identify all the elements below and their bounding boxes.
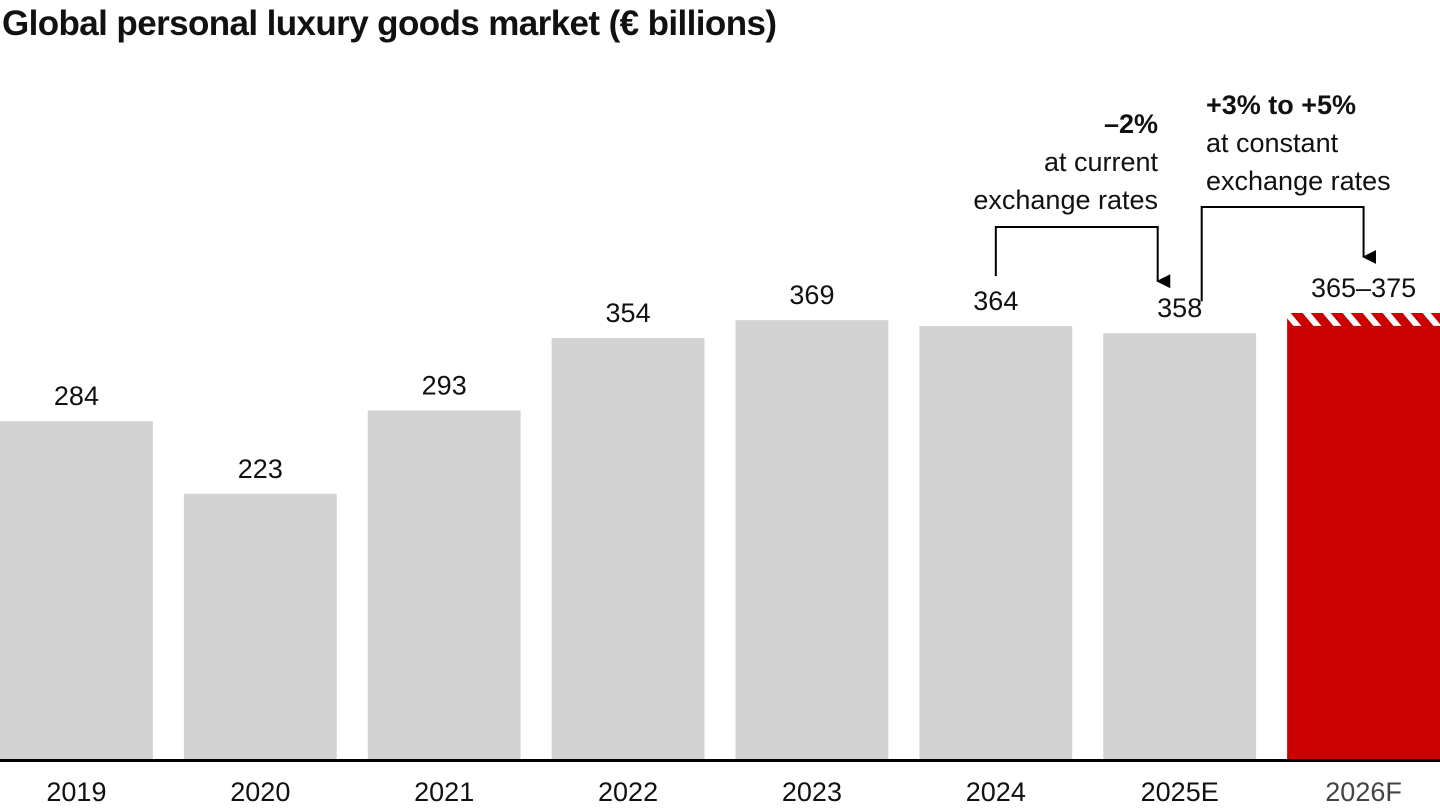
value-label-2025e: 358 [1157,293,1202,323]
value-label-2026f: 365–375 [1311,273,1416,303]
bar-range-hatch-2026f [1287,313,1440,326]
annotation-text-1-1: at current [1044,147,1159,177]
annotation-headline-1: –2% [1104,109,1158,139]
bar-2021 [367,410,521,759]
bar-2019 [0,421,153,759]
value-label-2019: 284 [54,381,99,411]
bar-2026f [1287,324,1440,759]
value-label-2021: 293 [422,371,467,401]
bar-2022 [551,337,705,759]
value-label-2024: 364 [973,286,1018,316]
x-tick-labels-group: 2019 2020 2021 2022 2023 2024 2025E 2026F [46,777,1401,807]
x-tick-2021: 2021 [414,777,474,807]
value-label-2023: 369 [789,280,834,310]
bar-2024 [919,326,1073,759]
annotation-headline-2: +3% to +5% [1206,90,1356,120]
x-tick-2024: 2024 [966,777,1026,807]
bar-2023 [735,320,889,759]
value-label-2022: 354 [606,298,651,328]
annotation-text-2-2: exchange rates [1206,166,1391,196]
annotation-text-2-1: at constant [1206,128,1339,158]
annotation-arrow-2 [1200,206,1377,302]
x-tick-2020: 2020 [230,777,290,807]
annotations-group: –2% at current exchange rates +3% to +5% at … [973,90,1391,302]
bar-2025e [1103,333,1257,759]
x-tick-2022: 2022 [598,777,658,807]
x-tick-2023: 2023 [782,777,842,807]
x-tick-2025e: 2025E [1141,777,1219,807]
x-tick-2026f: 2026F [1325,777,1402,807]
bar-2020 [183,493,337,759]
annotation-text-1-2: exchange rates [973,185,1158,215]
annotation-arrow-1 [994,226,1171,289]
value-labels-group: 284 223 293 354 369 364 358 365–375 [54,273,1416,484]
bars-group [0,313,1440,759]
x-tick-2019: 2019 [46,777,106,807]
value-label-2020: 223 [238,454,283,484]
chart-title: Global personal luxury goods market (€ b… [2,4,777,43]
